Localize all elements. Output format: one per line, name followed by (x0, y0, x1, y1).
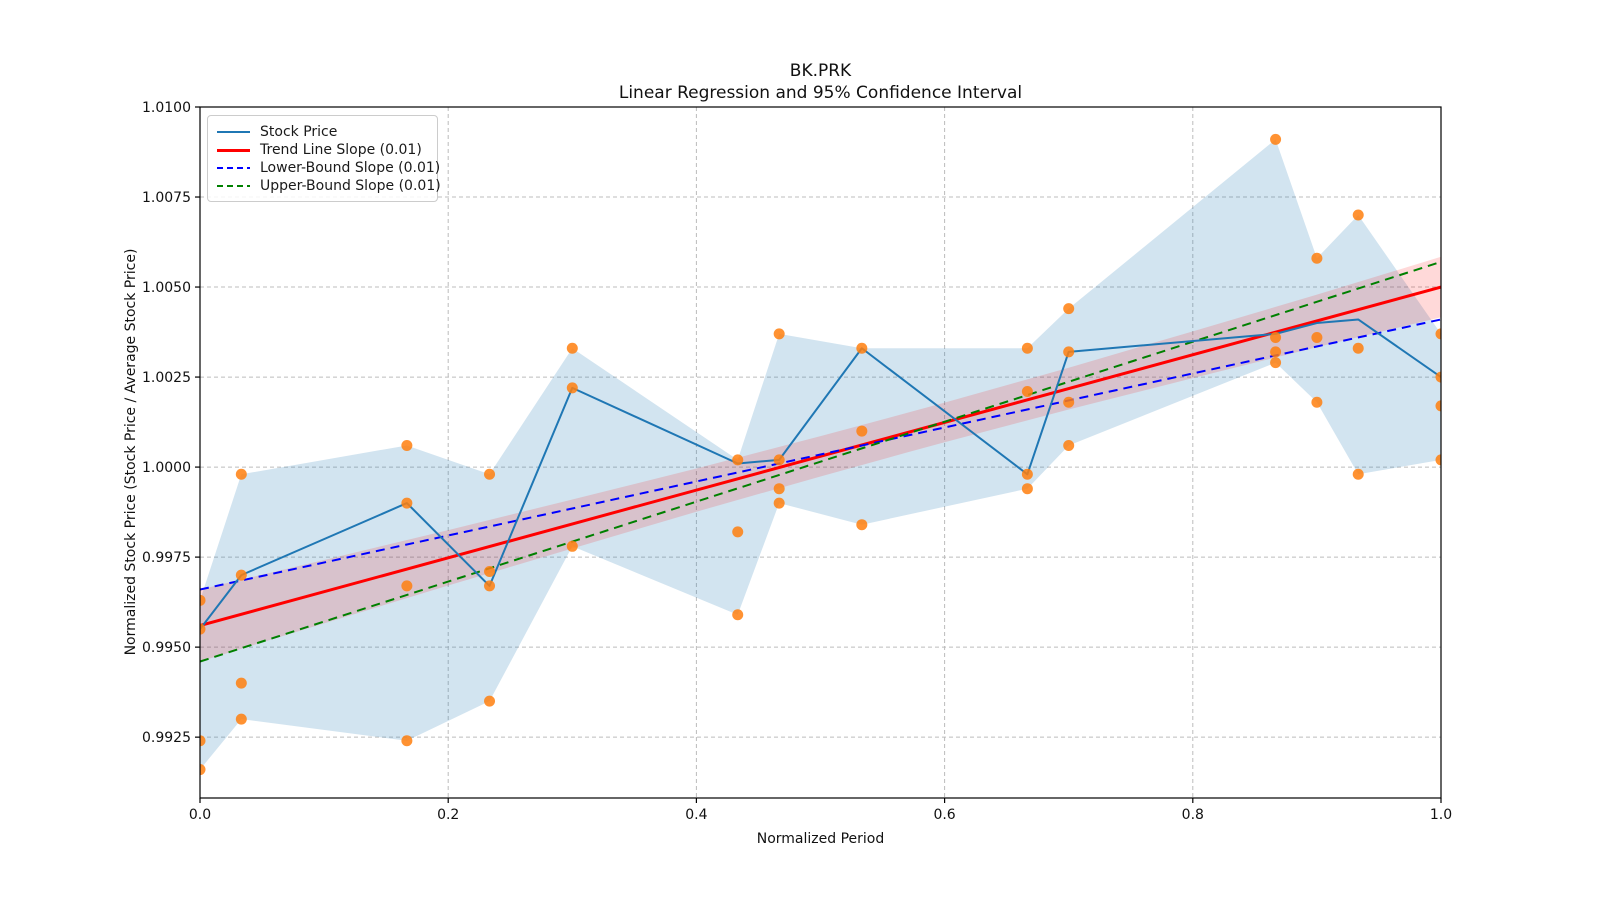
y-tick-label: 1.0000 (142, 460, 191, 476)
scatter-point (1435, 328, 1441, 340)
scatter-point (235, 468, 247, 480)
scatter-point (1021, 342, 1033, 354)
y-tick-label: 1.0100 (142, 100, 191, 116)
scatter-point (200, 764, 206, 776)
scatter-point (1063, 396, 1075, 408)
legend-item-label: Stock Price (260, 124, 338, 140)
x-tick-label: 0.6 (933, 807, 955, 823)
x-tick-label: 0.4 (685, 807, 707, 823)
scatter-point (1311, 396, 1323, 408)
legend-item-label: Upper-Bound Slope (0.01) (260, 178, 441, 194)
scatter-point (856, 342, 868, 354)
scatter-point (200, 594, 206, 606)
scatter-point (235, 713, 247, 725)
legend: Stock Price Trend Line Slope (0.01) Lowe… (207, 115, 441, 202)
scatter-point (401, 497, 413, 509)
scatter-point (773, 454, 785, 466)
scatter-point (1270, 346, 1282, 358)
scatter-point (732, 526, 744, 538)
upper-bound-line (200, 260, 1441, 663)
scatter-point (1352, 342, 1364, 354)
scatter-point (1063, 439, 1075, 451)
x-tick-label: 0.8 (1182, 807, 1204, 823)
scatter-point (1435, 371, 1441, 383)
scatter-point (1063, 346, 1075, 358)
scatter-point (1352, 209, 1364, 221)
scatter-point (856, 519, 868, 531)
scatter-point (1311, 252, 1323, 264)
y-tick-label: 1.0075 (142, 190, 191, 206)
legend-item-lower-bound: Lower-Bound Slope (0.01) (217, 159, 440, 177)
y-tick-label: 0.9975 (142, 550, 191, 566)
scatter-point (566, 540, 578, 552)
y-tick-label: 0.9925 (142, 730, 191, 746)
scatter-point (1063, 303, 1075, 315)
scatter-point (773, 497, 785, 509)
legend-item-label: Lower-Bound Slope (0.01) (260, 160, 441, 176)
scatter-point (1435, 454, 1441, 466)
scatter-point (773, 328, 785, 340)
y-axis-label: Normalized Stock Price (Stock Price / Av… (123, 248, 139, 656)
stock-price-line (200, 318, 1441, 630)
scatter-point (1270, 357, 1282, 369)
scatter-point (401, 439, 413, 451)
y-tick-label: 1.0050 (142, 280, 191, 296)
lower-bound-line (200, 318, 1441, 591)
scatter-point (1021, 385, 1033, 397)
scatter-point (1311, 331, 1323, 343)
chart-subtitle: Linear Regression and 95% Confidence Int… (618, 83, 1023, 103)
confidence-interval-band (200, 256, 1441, 662)
scatter-point (484, 566, 496, 578)
scatter-point (484, 695, 496, 707)
scatter-point (235, 677, 247, 689)
scatter-point (1270, 331, 1282, 343)
scatter-point (566, 342, 578, 354)
scatter-point (1021, 483, 1033, 495)
axis-ticks: 0.0 0.2 0.4 0.6 0.8 1.0 1.0100 1.0075 1.0050 1.00… (142, 100, 1452, 823)
x-tick-label: 0.2 (437, 807, 459, 823)
y-tick-label: 1.0025 (142, 370, 191, 386)
scatter-point (732, 454, 744, 466)
x-tick-label: 0.0 (189, 807, 211, 823)
scatter-point (773, 483, 785, 495)
legend-item-label: Trend Line Slope (0.01) (260, 142, 422, 158)
scatter-point (566, 382, 578, 394)
x-tick-label: 1.0 (1430, 807, 1452, 823)
trend-line (200, 285, 1441, 627)
plot-border (199, 106, 1442, 799)
scatter-point (484, 580, 496, 592)
scatter-point (484, 468, 496, 480)
legend-item-upper-bound: Upper-Bound Slope (0.01) (217, 177, 441, 195)
lower-bound-line-swatch (217, 166, 250, 170)
trend-line-swatch (217, 148, 250, 152)
scatter-point (401, 735, 413, 747)
scatter-point (1021, 468, 1033, 480)
scatter-point (235, 569, 247, 581)
chart-title: BK.PRK (789, 61, 852, 81)
scatter-point (732, 609, 744, 621)
legend-item-trend-line: Trend Line Slope (0.01) (217, 141, 427, 159)
upper-bound-line-swatch (217, 184, 250, 188)
legend-item-stock-price: Stock Price (217, 123, 427, 141)
scatter-point (1270, 133, 1282, 145)
scatter-point (1352, 468, 1364, 480)
x-axis-label: Normalized Period (756, 831, 885, 847)
scatter-point (1435, 400, 1441, 412)
scatter-point (200, 623, 206, 635)
scatter-point (200, 735, 206, 747)
scatter-points (200, 133, 1441, 776)
scatter-point (401, 580, 413, 592)
stock-price-line-swatch (217, 130, 250, 134)
scatter-point (856, 425, 868, 437)
y-tick-label: 0.9950 (142, 640, 191, 656)
